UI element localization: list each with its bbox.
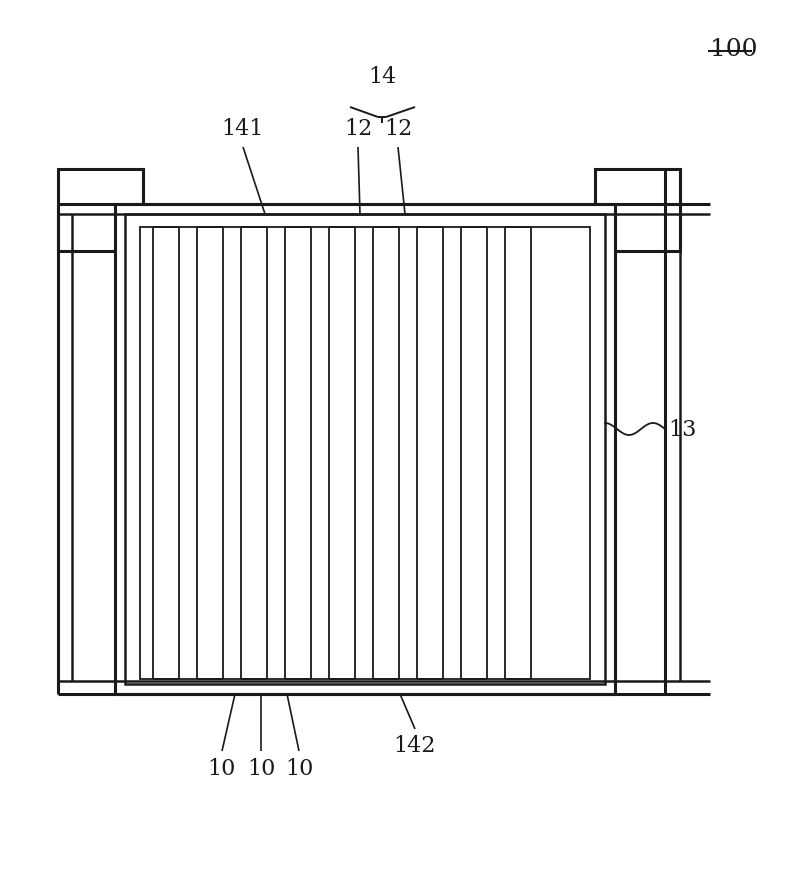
Text: 12: 12: [344, 118, 372, 140]
Text: 141: 141: [222, 118, 264, 140]
Text: 10: 10: [285, 757, 313, 779]
Bar: [115, 205, 615, 694]
Text: 142: 142: [394, 734, 436, 756]
Text: 10: 10: [208, 757, 236, 779]
Bar: [595, 169, 680, 252]
Bar: [140, 227, 590, 680]
Text: 13: 13: [668, 419, 696, 441]
Bar: [58, 169, 143, 252]
Text: 12: 12: [384, 118, 412, 140]
Text: 14: 14: [368, 66, 396, 88]
Text: 10: 10: [247, 757, 275, 779]
Text: 100: 100: [710, 38, 758, 61]
Bar: [125, 215, 605, 684]
